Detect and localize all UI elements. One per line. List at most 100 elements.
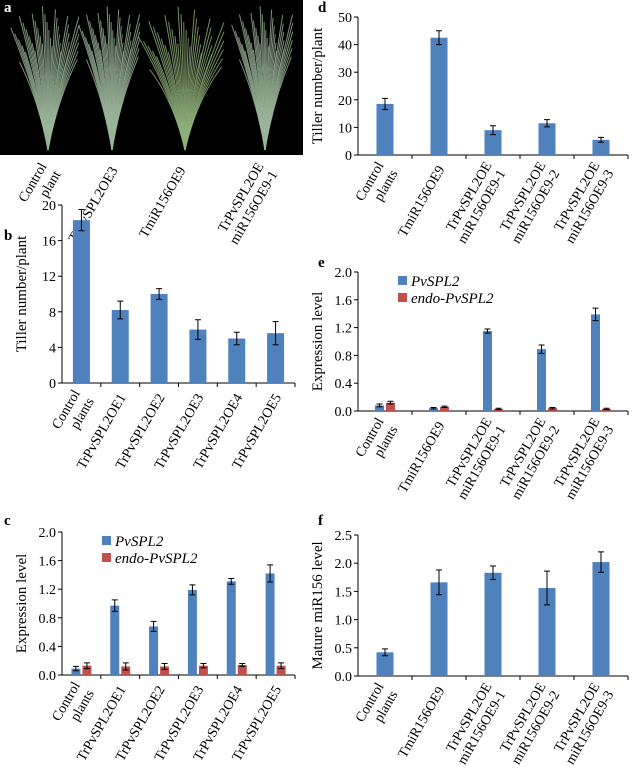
panel-letter: a [4,0,12,16]
error-bar [117,300,124,320]
y-tick-label: 30 [338,66,352,81]
bar [198,665,208,675]
x-tick-label: TrPvSPL2OEmiR156OE9-2 [495,681,563,768]
bar [226,581,236,675]
bar [149,626,159,675]
bar [265,573,275,675]
bar [591,314,600,411]
y-axis-label: Expression level [310,292,326,392]
x-tick-label: Controlplants [50,679,98,732]
error-bar [592,307,599,322]
panel-letter: c [4,513,11,529]
y-tick-label: 20 [42,199,56,214]
bar [538,588,556,676]
error-bar [549,407,556,410]
y-tick-label: 2.0 [335,557,353,572]
error-bar [200,663,207,669]
error-bar [228,577,235,585]
x-tick-label: TrPvSPL2OEmiR156OE9-3 [549,416,617,503]
y-tick-label: 0 [49,377,56,392]
y-tick-label: 10 [338,121,352,136]
y-tick-label: 1.6 [39,555,57,570]
error-bar [278,662,285,670]
y-tick-label: 1.2 [39,583,57,598]
error-bar [544,570,550,606]
error-bar [430,407,437,410]
y-axis-label: Tiller number/plant [14,235,30,352]
error-bar [272,321,279,346]
x-tick-label: Controlplants [353,415,401,468]
error-bar [382,648,388,657]
y-tick-label: 1.5 [335,585,353,600]
y-tick-label: 50 [338,11,352,26]
bar [376,652,394,676]
y-tick-label: 0.8 [39,612,57,627]
y-axis-label: Mature miR156 level [310,541,326,669]
x-tick-label: TrPvSPL2OEmiR156OE9-1 [441,681,509,768]
y-tick-label: 2.0 [39,526,57,541]
bar [375,405,384,411]
bar [592,139,610,155]
error-bar [598,136,604,143]
error-bar [484,328,491,334]
bar [484,130,502,155]
y-tick-label: 16 [42,235,56,250]
x-tick-label: TrPvSPL2OEmiR156OE9-1 [441,416,509,503]
legend-label: endo-PvSPL2 [115,551,198,567]
error-bar [161,663,168,670]
error-bar [83,662,90,670]
error-bar [150,620,157,632]
bar [484,572,502,676]
x-tick-label: Controlplants [50,387,98,440]
bar [189,329,207,383]
bar [483,331,492,411]
bar [111,310,129,383]
error-bar [194,319,201,340]
x-tick-label: TmiR156OE9 [396,685,449,761]
error-bar [598,551,604,573]
y-tick-label: 0 [345,149,352,164]
legend-swatch [102,553,111,562]
error-bar [490,125,496,136]
bar [82,665,92,675]
x-tick-label: TrPvSPL2OEmiR156OE9-3 [549,681,617,768]
y-tick-label: 12 [42,270,56,285]
y-tick-label: 0.0 [335,670,353,685]
error-bar [111,599,118,612]
bar [72,220,90,383]
panel-letter: b [4,228,12,244]
panel-letter: e [318,255,325,271]
bar [228,338,246,383]
error-bar [233,331,240,346]
y-tick-label: 20 [338,94,352,109]
x-tick-label: TrPvSPL2OEmiR156OE9-3 [549,160,617,247]
bar [548,408,557,411]
bar [430,37,448,156]
bar [110,605,120,675]
y-tick-label: 1.6 [335,294,353,309]
y-tick-label: 0.0 [335,405,353,420]
bar [267,333,285,383]
y-tick-label: 2.0 [335,266,353,281]
y-tick-label: 0.8 [335,349,353,364]
y-tick-label: 0.4 [39,640,57,655]
bar [160,666,170,675]
bar [386,402,395,411]
legend-swatch [398,276,407,285]
y-tick-label: 0.4 [335,377,353,392]
y-tick-label: 1.0 [335,614,353,629]
x-tick-label: TmiR156OE9 [137,165,190,241]
x-tick-label: TmiR156OE9 [396,420,449,496]
error-bar [122,662,129,671]
bar [376,103,394,155]
y-tick-label: 0.0 [39,669,57,684]
x-tick-label: TrPvSPL2OEmiR156OE9-1 [441,160,509,247]
error-bar [156,288,163,300]
plant-photo [0,0,303,155]
bar [121,666,131,675]
x-tick-label: Controlplants [353,680,401,733]
x-tick-label: TmiR156OE9 [396,164,449,240]
y-tick-label: 40 [338,39,352,54]
